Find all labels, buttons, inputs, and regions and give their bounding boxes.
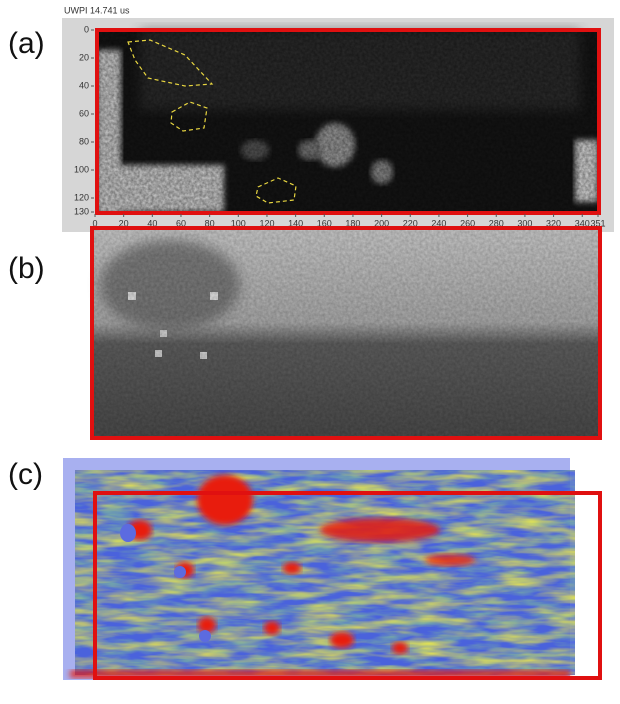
figure: (a) UWPI 14.741 us 020406080100120140160… — [0, 0, 620, 704]
y-tick-label: 0 — [84, 24, 89, 34]
y-tick-label: 40 — [79, 80, 89, 90]
y-tick-label: 120 — [74, 192, 89, 202]
y-tick-label: 60 — [79, 108, 89, 118]
panel-label: (a) — [8, 27, 45, 60]
y-tick-label: 100 — [74, 164, 89, 174]
ultrasonic-image — [95, 30, 598, 212]
y-tick-label: 130 — [74, 206, 89, 216]
panel-label: (b) — [8, 252, 45, 285]
panel-label: (c) — [8, 458, 43, 491]
y-tick-label: 20 — [79, 52, 89, 62]
y-tick-label: 80 — [79, 136, 89, 146]
cscan-image — [92, 228, 600, 438]
plot-title: UWPI 14.741 us — [64, 5, 130, 15]
